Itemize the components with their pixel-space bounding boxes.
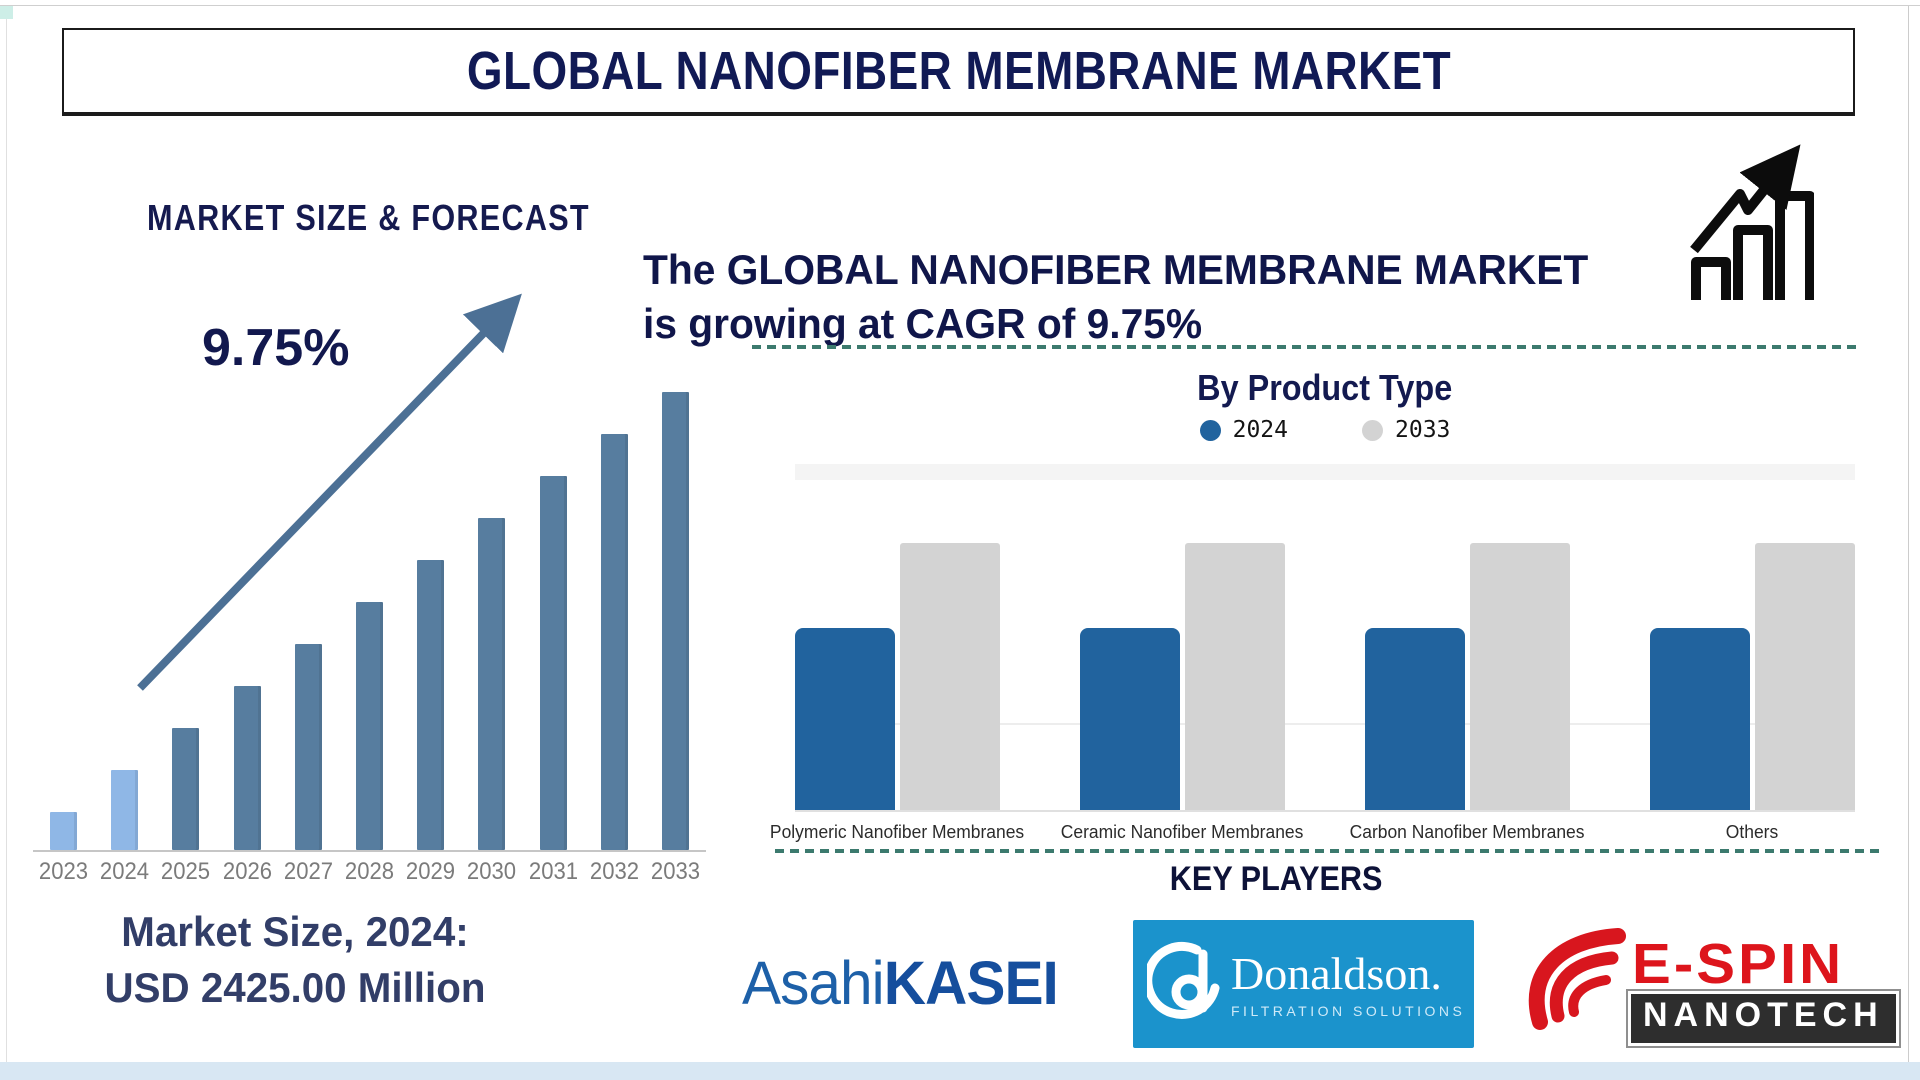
key-players-heading: KEY PLAYERS: [1169, 860, 1383, 898]
market-size-caption-line1: Market Size, 2024:: [121, 908, 469, 955]
product-bar-group: [1650, 543, 1855, 810]
forecast-bar-slot: [400, 560, 461, 850]
product-bar-2033: [900, 543, 1000, 810]
forecast-year-label: 2033: [650, 858, 700, 885]
dashed-separator-bottom: [775, 849, 1880, 853]
plot-gridline: [795, 723, 1855, 725]
frame-top-line: [0, 5, 1920, 6]
forecast-year-label: 2030: [467, 858, 517, 885]
legend-label-2024: 2024: [1232, 417, 1288, 443]
market-size-forecast-heading: MARKET SIZE & FORECAST: [147, 197, 590, 238]
product-bar-2024: [795, 628, 895, 810]
bottom-strip: [0, 1062, 1920, 1080]
legend-dot-2024-icon: [1199, 419, 1221, 441]
product-bar-2024: [1080, 628, 1180, 810]
product-category-label: Ceramic Nanofiber Membranes: [1061, 822, 1304, 842]
product-bar-group: [795, 543, 1000, 810]
forecast-bar-2024: [111, 770, 139, 850]
forecast-year-label: 2025: [161, 858, 211, 885]
market-size-caption: Market Size, 2024: USD 2425.00 Million: [28, 904, 562, 1016]
product-bar-2024: [1650, 628, 1750, 810]
legend-item-2033: 2033: [1362, 417, 1450, 443]
product-chart-title: By Product Type: [1197, 367, 1453, 408]
product-category-label: Others: [1726, 822, 1779, 842]
product-chart-legend: 2024 2033: [795, 417, 1855, 443]
forecast-bar-slot: [155, 728, 216, 850]
corner-chip: [0, 6, 13, 19]
asahi-logo-text-bold: KASEI: [883, 949, 1059, 1017]
espin-nanotech-badge: NANOTECH: [1628, 991, 1899, 1046]
product-bar-group: [1080, 543, 1285, 810]
dashed-separator-top: [752, 345, 1858, 349]
headline-line2: is growing at CAGR of 9.75%: [643, 300, 1203, 347]
asahi-logo-text-light: Asahi: [742, 949, 885, 1017]
cagr-value-label: 9.75%: [202, 319, 350, 377]
espin-logo-text: E-SPIN: [1632, 932, 1845, 996]
forecast-bar-2033: [661, 392, 689, 850]
forecast-bar-slot: [584, 434, 645, 850]
forecast-year-label: 2023: [38, 858, 89, 885]
product-bar-2033: [1185, 543, 1285, 810]
legend-label-2033: 2033: [1395, 417, 1451, 443]
forecast-bar-2031: [539, 476, 567, 850]
product-bar-2033: [1755, 543, 1855, 810]
market-size-caption-line2: USD 2425.00 Million: [104, 964, 486, 1011]
forecast-bar-slot: [645, 392, 706, 850]
forecast-year-label: 2024: [100, 858, 150, 885]
forecast-year-label: 2029: [406, 858, 456, 885]
forecast-bar-2030: [478, 518, 506, 850]
logo-donaldson: Donaldson. FILTRATION SOLUTIONS: [1133, 920, 1474, 1048]
legend-item-2024: 2024: [1199, 417, 1288, 443]
forecast-bar-slot: [461, 518, 522, 850]
donaldson-emblem-icon: [1147, 941, 1220, 1019]
forecast-bar-2023: [50, 812, 77, 850]
plot-baseline: [795, 810, 1855, 812]
product-chart-plot: [795, 455, 1855, 812]
forecast-bar-2029: [417, 560, 445, 850]
product-bar-group: [1365, 543, 1570, 810]
forecast-bar-slot: [94, 770, 155, 850]
donaldson-logo-text: Donaldson.: [1231, 947, 1442, 999]
frame-left-line: [6, 6, 7, 1062]
forecast-bars: [33, 388, 706, 852]
product-bar-2033: [1470, 543, 1570, 810]
product-bar-groups: [795, 457, 1855, 810]
product-bar-2024: [1365, 628, 1465, 810]
forecast-year-label: 2032: [589, 858, 639, 885]
forecast-year-label: 2031: [528, 858, 578, 885]
forecast-bar-slot: [339, 602, 400, 850]
title-box: GLOBAL NANOFIBER MEMBRANE MARKET: [62, 28, 1855, 116]
page-title: GLOBAL NANOFIBER MEMBRANE MARKET: [466, 41, 1451, 101]
headline: The GLOBAL NANOFIBER MEMBRANE MARKET is …: [643, 243, 1703, 351]
donaldson-tagline: FILTRATION SOLUTIONS: [1231, 1002, 1466, 1019]
product-category-label: Carbon Nanofiber Membranes: [1350, 822, 1585, 842]
forecast-year-label: 2028: [344, 858, 394, 885]
forecast-bar-slot: [278, 644, 339, 850]
frame-right-line: [1908, 6, 1909, 1062]
espin-swirl-icon: [1528, 928, 1626, 1030]
logo-asahi-kasei: AsahiKASEI: [742, 948, 1059, 1018]
forecast-year-labels: 2023 2024 2025 2026 2027 2028 2029 2030 2031 2032…: [33, 858, 706, 886]
forecast-bar-2027: [294, 644, 322, 850]
forecast-bar-2028: [355, 602, 383, 850]
forecast-bar-2026: [233, 686, 261, 850]
legend-dot-2033-icon: [1362, 419, 1383, 441]
forecast-bar-2032: [600, 434, 628, 850]
forecast-year-label: 2027: [283, 858, 333, 885]
product-category-labels: Polymeric Nanofiber Membranes Ceramic Nan…: [770, 822, 1855, 843]
forecast-bar-2025: [172, 728, 200, 850]
forecast-year-label: 2026: [222, 858, 272, 885]
forecast-bar-slot: [523, 476, 584, 850]
growth-chart-icon: [1690, 144, 1814, 300]
forecast-bar-slot: [33, 812, 94, 850]
plot-gridband: [795, 464, 1855, 480]
forecast-bar-slot: [217, 686, 278, 850]
headline-line1: The GLOBAL NANOFIBER MEMBRANE MARKET: [643, 246, 1589, 293]
product-category-label: Polymeric Nanofiber Membranes: [770, 822, 1025, 842]
